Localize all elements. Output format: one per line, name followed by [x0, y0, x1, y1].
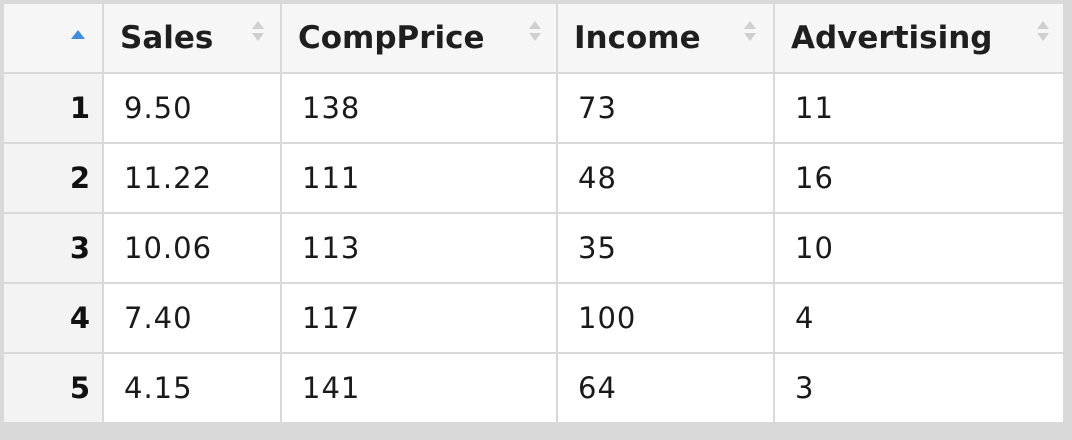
row-index-2: 2 — [4, 144, 102, 212]
cell-advertising: 4 — [775, 284, 1063, 352]
sort-both-icon[interactable] — [744, 19, 756, 45]
cell-compprice: 113 — [282, 214, 556, 282]
sort-both-icon[interactable] — [1037, 19, 1049, 45]
sort-both-icon[interactable] — [529, 19, 541, 45]
cell-compprice: 138 — [282, 74, 556, 142]
cell-advertising: 3 — [775, 354, 1063, 422]
row-index-4: 4 — [4, 284, 102, 352]
column-header-label: CompPrice — [298, 20, 485, 56]
sort-both-icon[interactable] — [252, 19, 264, 45]
cell-compprice: 111 — [282, 144, 556, 212]
row-index-3: 3 — [4, 214, 102, 282]
cell-sales: 4.15 — [104, 354, 280, 422]
cell-compprice: 141 — [282, 354, 556, 422]
row-index-5: 5 — [4, 354, 102, 422]
cell-income: 64 — [558, 354, 773, 422]
cell-income: 100 — [558, 284, 773, 352]
cell-income: 35 — [558, 214, 773, 282]
cell-compprice: 117 — [282, 284, 556, 352]
index-header[interactable] — [4, 4, 102, 72]
column-header-label: Sales — [120, 20, 214, 56]
cell-sales: 10.06 — [104, 214, 280, 282]
cell-sales: 7.40 — [104, 284, 280, 352]
column-header-sales[interactable]: Sales — [104, 4, 280, 72]
column-header-income[interactable]: Income — [558, 4, 773, 72]
cell-sales: 11.22 — [104, 144, 280, 212]
cell-income: 73 — [558, 74, 773, 142]
cell-advertising: 16 — [775, 144, 1063, 212]
cell-advertising: 11 — [775, 74, 1063, 142]
cell-sales: 9.50 — [104, 74, 280, 142]
cell-advertising: 10 — [775, 214, 1063, 282]
column-header-compprice[interactable]: CompPrice — [282, 4, 556, 72]
column-header-label: Income — [574, 20, 701, 56]
cell-income: 48 — [558, 144, 773, 212]
column-header-advertising[interactable]: Advertising — [775, 4, 1063, 72]
row-index-1: 1 — [4, 74, 102, 142]
column-header-label: Advertising — [791, 20, 993, 56]
